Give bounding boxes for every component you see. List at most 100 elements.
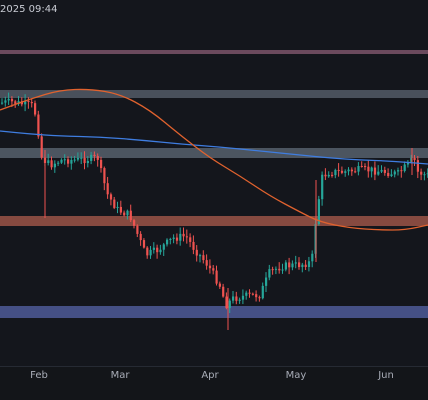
candle-body [199,255,202,257]
candle-body [288,262,291,268]
candle-body [235,296,238,301]
zone-2 [0,148,428,158]
candle-body [93,154,96,157]
zone-1 [0,90,428,98]
candle-body [1,102,4,104]
candle-body [271,269,274,271]
candle-body [238,299,241,301]
candle-body [344,171,347,173]
candle-body [294,262,297,264]
x-tick-label: May [286,370,307,381]
candle-body [406,161,410,165]
candle-body [7,98,10,101]
candle-body [34,103,37,115]
candle-body [103,168,106,184]
candle-body [83,157,86,164]
candle-body [248,292,251,294]
candle-body [106,183,109,195]
x-tick-label: Apr [201,370,219,381]
candle-body [413,157,416,161]
candle-body [397,170,400,172]
candle-body [136,225,139,234]
candle-body [360,166,363,168]
candle-body [222,286,225,297]
candle-body [24,100,27,105]
candle-body [4,100,7,103]
candle-body [73,159,76,161]
candle-body [218,283,221,287]
candle-body [116,206,119,208]
candle-body [410,157,413,162]
candle-body [50,160,53,168]
candle-body [255,294,258,298]
candle-body [393,171,396,175]
zone-4 [0,306,428,318]
candle-body [317,199,320,225]
candle-body [53,163,56,168]
x-tick-label: Feb [30,370,48,381]
candle-body [281,269,284,271]
candle-body [215,270,218,284]
candle-body [261,285,264,299]
candle-body [63,159,66,161]
candle-body [364,166,367,168]
candle-body [76,157,80,160]
candle-body [169,238,172,240]
candle-body [327,174,330,177]
candle-body [27,100,30,103]
candle-body [126,210,129,216]
candle-body [387,172,390,176]
candle-body [60,159,63,163]
candle-body [304,264,307,268]
candle-body [340,170,344,173]
x-axis-band [0,366,428,400]
candle-body [377,171,380,175]
candle-body [90,154,93,161]
candle-body [14,101,17,104]
x-tick-label: Mar [111,370,131,381]
candle-body [113,199,116,208]
candle-body [182,233,185,237]
candle-body [162,244,165,250]
candle-body [354,171,357,173]
candle-body [205,260,208,266]
candle-body [232,296,235,301]
candle-body [225,296,228,309]
candle-body [274,268,278,270]
candle-body [212,268,215,271]
candle-body [301,264,304,268]
candle-body [420,171,423,175]
candle-body [133,220,136,226]
candle-body [166,239,169,245]
zone-0 [0,50,428,54]
candle-body [129,210,132,221]
candle-body [258,297,261,299]
candle-body [195,249,198,256]
candle-body [400,170,403,172]
candle-body [331,174,334,176]
candle-body [228,300,231,309]
candle-body [185,236,188,238]
candle-body [57,162,60,164]
candle-body [40,136,43,158]
candle-body [367,166,370,172]
candle-body [268,269,271,278]
candle-body [426,173,428,175]
candle-body [10,98,14,102]
candle-body [80,157,83,159]
candle-body [159,249,162,253]
candle-body [156,247,159,253]
candle-body [30,102,33,104]
candle-body [172,237,175,239]
candle-body [142,240,146,248]
candle-body [423,174,426,176]
candle-body [291,263,294,268]
candle-body [284,262,287,270]
candle-body [321,174,324,200]
candle-body [251,293,254,295]
candle-body [350,169,353,172]
candle-body [96,156,99,160]
